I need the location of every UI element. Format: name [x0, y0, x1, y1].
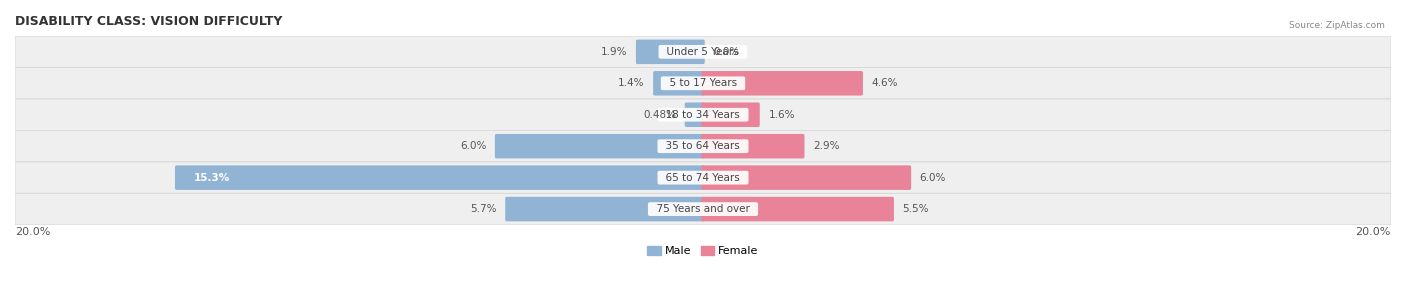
- Text: 65 to 74 Years: 65 to 74 Years: [659, 173, 747, 183]
- FancyBboxPatch shape: [505, 197, 704, 221]
- Text: 0.48%: 0.48%: [643, 110, 676, 120]
- Text: 6.0%: 6.0%: [460, 141, 486, 151]
- FancyBboxPatch shape: [702, 102, 759, 127]
- FancyBboxPatch shape: [15, 193, 1391, 225]
- FancyBboxPatch shape: [654, 71, 704, 95]
- FancyBboxPatch shape: [15, 162, 1391, 193]
- Text: 6.0%: 6.0%: [920, 173, 946, 183]
- Legend: Male, Female: Male, Female: [643, 241, 763, 261]
- Text: 75 Years and over: 75 Years and over: [650, 204, 756, 214]
- FancyBboxPatch shape: [495, 134, 704, 158]
- Text: 1.6%: 1.6%: [768, 110, 794, 120]
- FancyBboxPatch shape: [15, 36, 1391, 67]
- Text: 5.5%: 5.5%: [903, 204, 929, 214]
- FancyBboxPatch shape: [15, 67, 1391, 99]
- Text: 20.0%: 20.0%: [15, 227, 51, 237]
- Text: DISABILITY CLASS: VISION DIFFICULTY: DISABILITY CLASS: VISION DIFFICULTY: [15, 15, 283, 28]
- Text: Source: ZipAtlas.com: Source: ZipAtlas.com: [1289, 21, 1385, 30]
- Text: 35 to 64 Years: 35 to 64 Years: [659, 141, 747, 151]
- Text: 5 to 17 Years: 5 to 17 Years: [662, 78, 744, 88]
- Text: 5.7%: 5.7%: [470, 204, 496, 214]
- FancyBboxPatch shape: [636, 40, 704, 64]
- FancyBboxPatch shape: [15, 130, 1391, 162]
- FancyBboxPatch shape: [702, 71, 863, 95]
- FancyBboxPatch shape: [702, 197, 894, 221]
- FancyBboxPatch shape: [174, 165, 704, 190]
- Text: 15.3%: 15.3%: [194, 173, 231, 183]
- Text: Under 5 Years: Under 5 Years: [661, 47, 745, 57]
- FancyBboxPatch shape: [702, 165, 911, 190]
- FancyBboxPatch shape: [15, 99, 1391, 130]
- Text: 2.9%: 2.9%: [813, 141, 839, 151]
- Text: 0.0%: 0.0%: [713, 47, 740, 57]
- Text: 18 to 34 Years: 18 to 34 Years: [659, 110, 747, 120]
- Text: 1.4%: 1.4%: [619, 78, 644, 88]
- Text: 20.0%: 20.0%: [1355, 227, 1391, 237]
- FancyBboxPatch shape: [685, 102, 704, 127]
- FancyBboxPatch shape: [702, 134, 804, 158]
- Text: 1.9%: 1.9%: [600, 47, 627, 57]
- Text: 4.6%: 4.6%: [872, 78, 898, 88]
